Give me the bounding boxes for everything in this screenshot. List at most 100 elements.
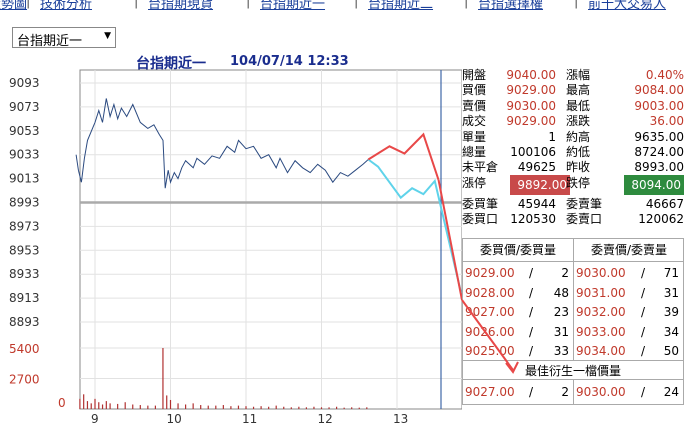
bid-volume: 33 [553,344,569,359]
forecast-line-cyan [367,158,462,294]
best-header: 最佳衍生一檔價量 [463,360,683,380]
ask-header: 委賣價/委賣量 [574,239,684,262]
y-tick-label: 8913 [9,291,40,305]
plot-frame [79,69,462,410]
quote-label: 總量 [462,144,487,159]
nav-item-5[interactable]: 台指選擇權 [478,0,544,12]
slash: / [641,305,646,320]
best-bid-volume: 2 [561,385,569,399]
quote-label: 成交 [462,114,487,129]
bid-price: 9026.00 [465,324,515,339]
quote-row: 總量 100106 約低 8724.00 [462,145,684,160]
ask-volume: 50 [663,344,679,359]
quote-value: 100106 [510,144,556,159]
nav-item-0[interactable]: 走勢圖 [0,0,28,12]
quote-value: 9040.00 [506,68,556,82]
quote-label: 賣價 [462,98,487,113]
quote-label: 開盤 [462,68,487,82]
ask-price: 9033.00 [576,324,626,339]
best-quote-row: 9027.00 / 2 9030.00 / 24 [463,382,683,402]
nav-separator: | [26,0,31,9]
slash: / [529,385,534,399]
volume-tick-label: 5400 [9,342,40,356]
nav-separator: | [464,0,469,9]
slash: / [529,285,534,300]
quote-value: 46667 [645,196,684,211]
chart-datetime: 104/07/14 12:33 [230,54,349,69]
bid-price: 9029.00 [465,266,515,280]
quote-value: 9635.00 [634,129,684,144]
quote-row: 買價 9029.00 最高 9084.00 [462,83,684,98]
quote-value: 8724.00 [634,144,684,159]
quote-label: 買價 [462,83,487,98]
slash: / [641,385,646,399]
order-book: 委買價/委買量 委賣價/委賣量 9029.00 / 2 9030.00 / 71 9028.… [462,238,684,405]
y-tick-label: 9013 [9,172,40,186]
nav-separator: | [134,0,139,9]
dropdown-arrow-icon: ▼ [104,31,111,41]
book-row: 9026.00 / 31 9033.00 / 34 [463,322,683,342]
quote-label: 漲停 [462,175,487,190]
slash: / [641,344,646,359]
quote-value: 8094.00 [624,174,684,195]
nav-item-6[interactable]: 前十大交易人 [588,0,667,12]
quote-value: 9084.00 [634,83,684,98]
y-tick-label: 8953 [9,243,40,257]
quote-label: 昨收 [566,160,591,175]
book-divider [573,262,574,360]
quote-value: 9029.00 [506,114,556,129]
slash: / [529,324,534,339]
quote-value: 0.40% [645,68,684,82]
quote-row: 漲停 9892.00 跌停 8094.00 [462,174,684,197]
nav-item-1[interactable]: 技術分析 [40,0,93,12]
quote-label: 約低 [566,144,591,159]
contract-select-value: 台指期近一 [17,34,83,49]
quote-label: 跌停 [566,175,591,190]
ask-price: 9031.00 [576,285,626,300]
slash: / [641,266,646,280]
ask-price: 9030.00 [576,266,626,280]
contract-select[interactable]: 台指期近一 ▼ [12,27,116,49]
y-tick-label: 8893 [9,315,40,329]
quote-value: 120062 [638,212,684,227]
quote-label: 約高 [566,129,591,144]
best-bid-price: 9027.00 [465,385,515,399]
ask-price: 9032.00 [576,305,626,320]
bid-volume: 48 [553,285,569,300]
nav-separator: | [354,0,359,9]
x-tick-label: 9 [91,412,99,426]
book-row: 9027.00 / 23 9032.00 / 39 [463,302,683,322]
price-line [75,98,369,189]
forecast-arrow-segment [437,179,462,301]
top-nav: 走勢圖技術分析 | 台指期現貨 | 台指期近一 | 台指期近二 | 台指選擇權 | 前十大交易人 | [0,0,695,12]
book-row: 9025.00 / 33 9034.00 / 50 [463,341,683,361]
y-tick-label: 8993 [9,196,40,210]
intraday-chart: 9093907390539033901389938973895389338913… [9,69,462,426]
x-tick-label: 12 [318,412,333,426]
nav-separator: | [574,0,579,9]
quote-label: 委買筆 [462,196,499,211]
best-divider [573,380,574,404]
nav-item-4[interactable]: 台指期近二 [368,0,434,12]
quote-label: 漲幅 [566,68,591,82]
nav-item-3[interactable]: 台指期近一 [260,0,326,12]
quote-row: 單量 1 約高 9635.00 [462,130,684,145]
quote-value: 1 [548,129,556,144]
slash: / [529,344,534,359]
nav-item-2[interactable]: 台指期現貨 [148,0,214,12]
volume-tick-label: 2700 [9,373,40,387]
quote-label: 委賣口 [566,212,603,227]
y-tick-label: 9033 [9,148,40,162]
y-tick-label: 9053 [9,124,40,138]
quote-row: 未平倉 49625 昨收 8993.00 [462,160,684,175]
quote-value: 8993.00 [634,160,684,175]
bid-volume: 23 [553,305,569,320]
slash: / [641,324,646,339]
slash: / [529,305,534,320]
bid-price: 9028.00 [465,285,515,300]
quote-value: 9003.00 [634,98,684,113]
bid-volume: 2 [561,266,569,280]
x-tick-label: 10 [167,412,182,426]
ask-volume: 31 [663,285,679,300]
best-ask-price: 9030.00 [576,385,626,399]
